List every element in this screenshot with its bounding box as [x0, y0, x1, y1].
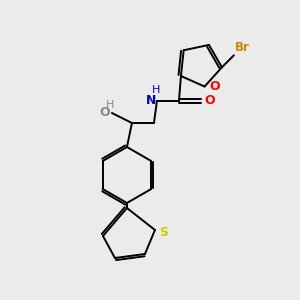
Text: O: O — [204, 94, 214, 107]
Text: H: H — [106, 100, 114, 110]
Text: Br: Br — [235, 41, 250, 54]
Text: S: S — [159, 226, 168, 238]
Text: O: O — [99, 106, 110, 119]
Text: O: O — [210, 80, 220, 93]
Text: N: N — [146, 94, 156, 107]
Text: H: H — [152, 85, 160, 95]
